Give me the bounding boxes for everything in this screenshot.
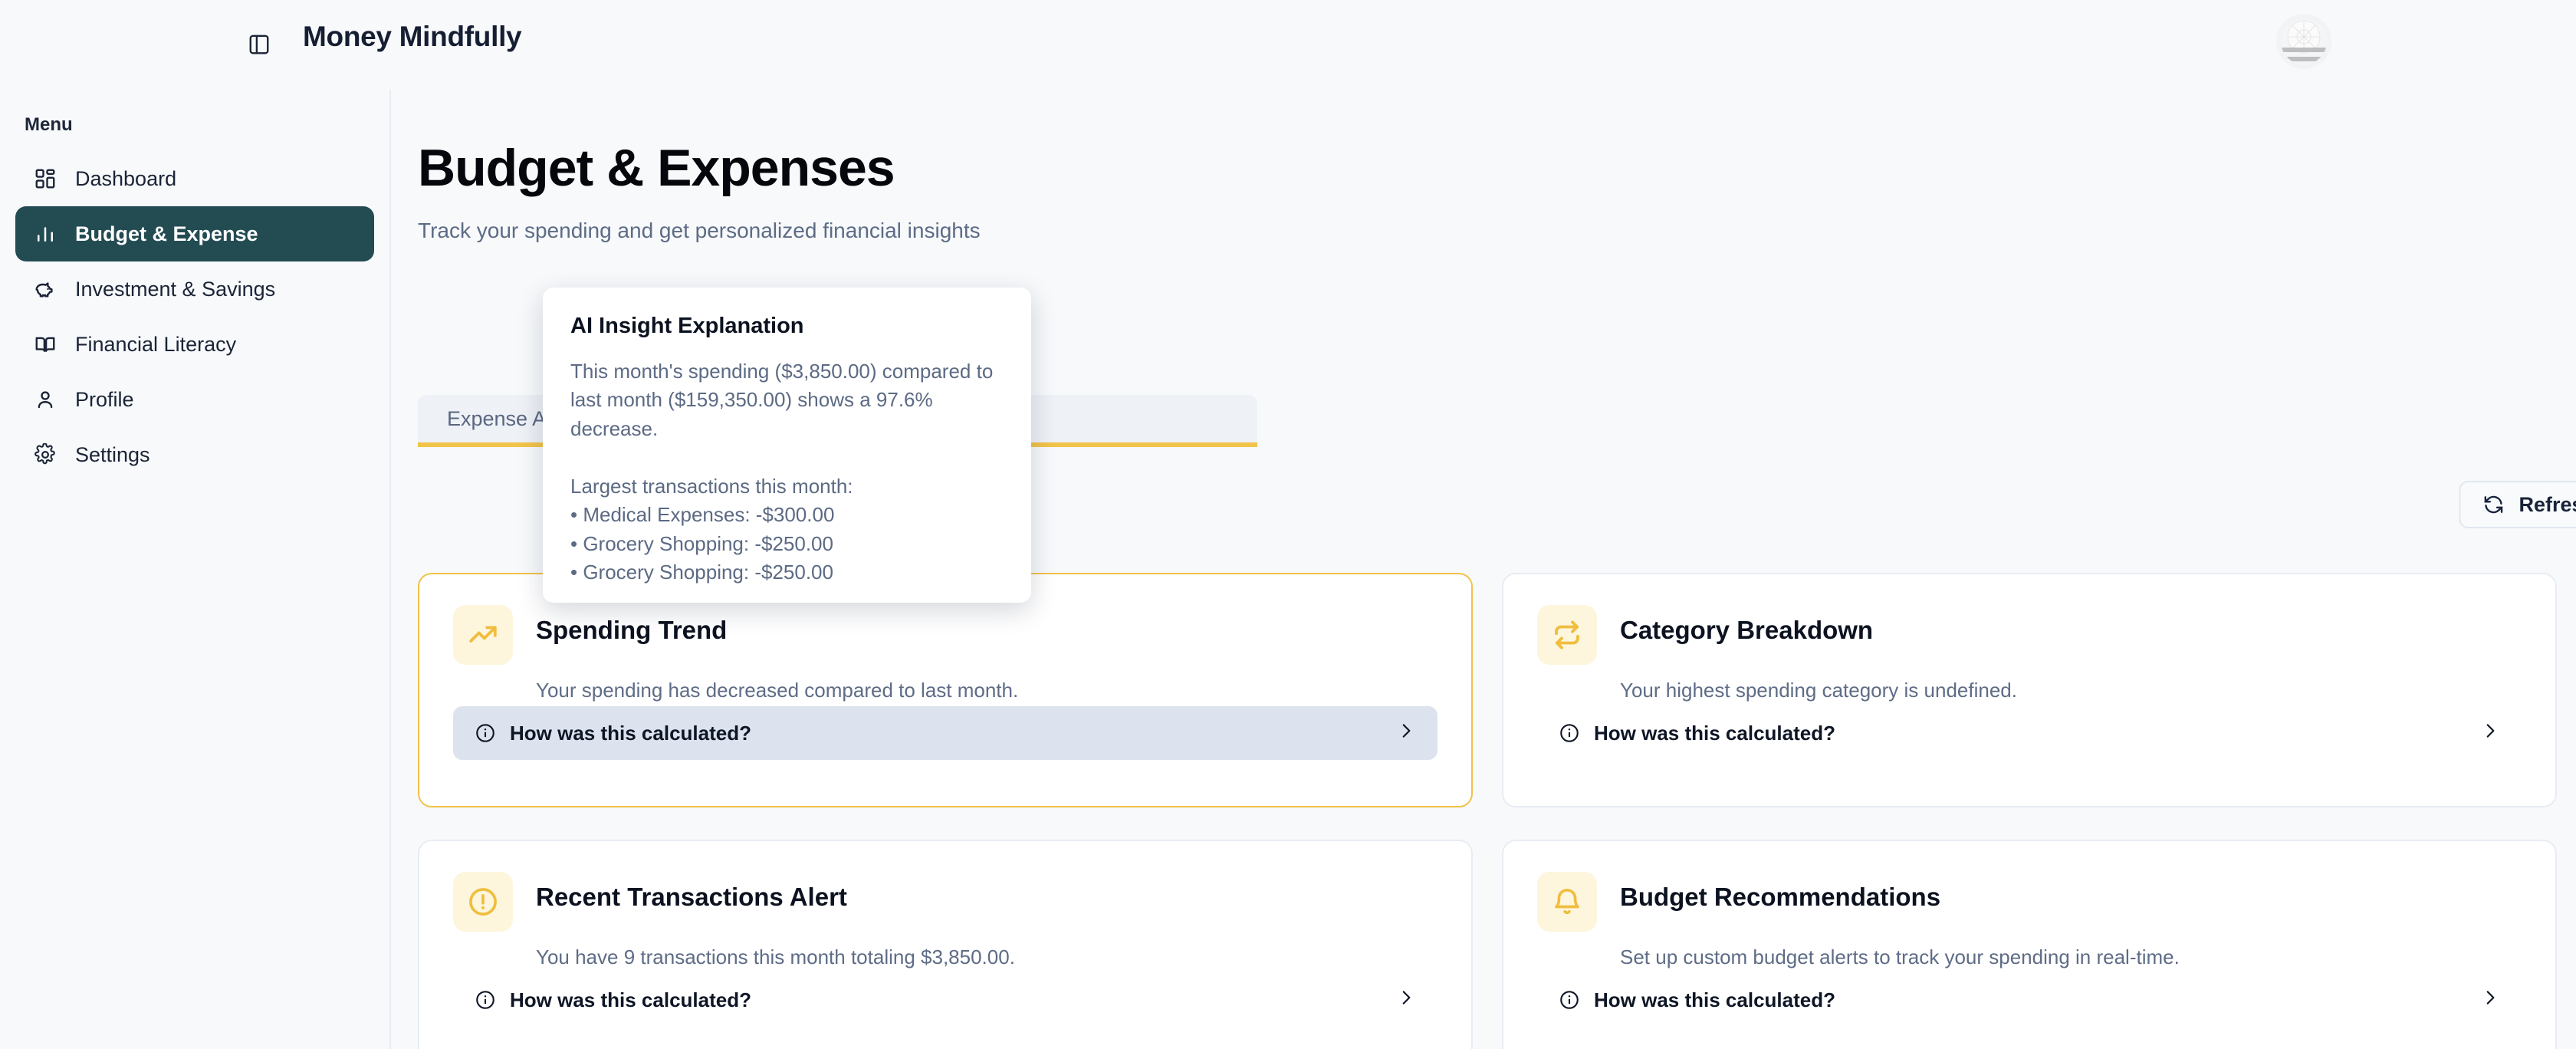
sidebar-item-label: Settings <box>75 442 150 466</box>
gear-icon <box>32 442 58 468</box>
user-icon <box>32 386 58 413</box>
footer-label: How was this calculated? <box>510 988 751 1011</box>
card-category-breakdown[interactable]: Category Breakdown Your highest spending… <box>1502 573 2557 807</box>
card-description: Your highest spending category is undefi… <box>1620 679 2017 702</box>
panel-left-icon <box>249 35 269 54</box>
card-description: Set up custom budget alerts to track you… <box>1620 945 2180 968</box>
refresh-icon <box>2484 495 2503 514</box>
tooltip-title: AI Insight Explanation <box>570 314 804 338</box>
sidebar-item-profile[interactable]: Profile <box>15 372 374 427</box>
footer-label: How was this calculated? <box>1594 721 1835 745</box>
avatar[interactable] <box>2276 14 2331 69</box>
footer-left: How was this calculated? <box>1559 722 1835 745</box>
card-title: Budget Recommendations <box>1620 883 1941 911</box>
info-icon <box>476 991 495 1009</box>
app-header: Money Mindfully <box>0 0 2576 90</box>
insight-cards: Spending Trend Your spending has decreas… <box>418 573 2557 1049</box>
chevron-right-icon <box>2480 721 2500 745</box>
tooltip-body: This month's spending ($3,850.00) compar… <box>570 360 994 584</box>
user-avatar-image <box>2281 18 2327 64</box>
refresh-insights-label: Refresh Insights <box>2518 492 2576 516</box>
bell-icon <box>1537 872 1597 932</box>
trending-up-icon <box>453 605 513 665</box>
card-title: Category Breakdown <box>1620 616 1874 644</box>
how-was-this-calculated-button[interactable]: How was this calculated? <box>1537 706 2522 760</box>
footer-label: How was this calculated? <box>1594 988 1835 1011</box>
chevron-right-icon <box>1396 721 1416 745</box>
piggy-bank-icon <box>32 276 58 302</box>
card-header: Category Breakdown <box>1537 605 2522 665</box>
sidebar-item-settings[interactable]: Settings <box>15 427 374 482</box>
footer-label: How was this calculated? <box>510 721 751 745</box>
card-title: Recent Transactions Alert <box>536 883 847 911</box>
how-was-this-calculated-button[interactable]: How was this calculated? <box>453 706 1438 760</box>
card-description: Your spending has decreased compared to … <box>536 679 1019 702</box>
sidebar-item-budget-expense[interactable]: Budget & Expense <box>15 206 374 261</box>
chevron-right-icon <box>2480 988 2500 1012</box>
bar-chart-icon <box>32 221 58 247</box>
sidebar-section-label: Menu <box>25 114 73 135</box>
info-icon <box>476 724 495 742</box>
sidebar-item-dashboard[interactable]: Dashboard <box>15 151 374 206</box>
page-subtitle: Track your spending and get personalized… <box>418 219 981 242</box>
book-open-icon <box>32 331 58 357</box>
sidebar-item-label: Dashboard <box>75 166 177 190</box>
sidebar-item-label: Investment & Savings <box>75 277 276 301</box>
sidebar-item-label: Financial Literacy <box>75 332 237 356</box>
page-title: Budget & Expenses <box>418 139 895 197</box>
footer-left: How was this calculated? <box>475 988 751 1012</box>
card-header: Spending Trend <box>453 605 1438 665</box>
sidebar-item-label: Profile <box>75 387 134 411</box>
info-icon <box>1560 991 1579 1009</box>
card-spending-trend[interactable]: Spending Trend Your spending has decreas… <box>418 573 1473 807</box>
card-row-bottom: Recent Transactions Alert You have 9 tra… <box>418 840 2557 1049</box>
refresh-insights-button[interactable]: Refresh Insights <box>2459 481 2576 528</box>
card-recent-transactions-alert[interactable]: Recent Transactions Alert You have 9 tra… <box>418 840 1473 1049</box>
ai-insight-tooltip: AI Insight Explanation This month's spen… <box>543 288 1031 603</box>
card-header: Recent Transactions Alert <box>453 872 1438 932</box>
sidebar-item-label: Budget & Expense <box>75 222 258 245</box>
info-icon <box>1560 724 1579 742</box>
footer-left: How was this calculated? <box>1559 988 1835 1012</box>
how-was-this-calculated-button[interactable]: How was this calculated? <box>453 973 1438 1027</box>
card-header: Budget Recommendations <box>1537 872 2522 932</box>
sidebar-toggle-button[interactable] <box>244 29 274 60</box>
layout-grid-icon <box>32 166 58 192</box>
sidebar-item-financial-literacy[interactable]: Financial Literacy <box>15 317 374 372</box>
app-title: Money Mindfully <box>303 21 522 52</box>
sidebar: Menu Dashboard Budget & Expens <box>0 90 391 1049</box>
sidebar-item-investment-savings[interactable]: Investment & Savings <box>15 261 374 317</box>
main-content: Budget & Expenses Track your spending an… <box>393 90 2576 1049</box>
chevron-right-icon <box>1396 988 1416 1012</box>
card-row-top: Spending Trend Your spending has decreas… <box>418 573 2557 807</box>
repeat-icon <box>1537 605 1597 665</box>
card-title: Spending Trend <box>536 616 728 644</box>
card-description: You have 9 transactions this month total… <box>536 945 1015 968</box>
card-budget-recommendations[interactable]: Budget Recommendations Set up custom bud… <box>1502 840 2557 1049</box>
how-was-this-calculated-button[interactable]: How was this calculated? <box>1537 973 2522 1027</box>
footer-left: How was this calculated? <box>475 722 751 745</box>
alert-circle-icon <box>453 872 513 932</box>
